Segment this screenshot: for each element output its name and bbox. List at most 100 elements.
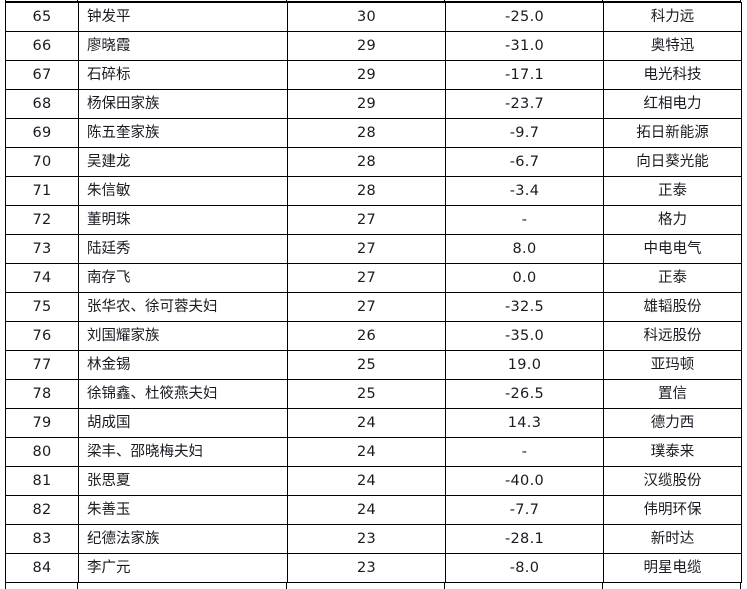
cell-change[interactable]: - bbox=[445, 205, 604, 235]
cell-name[interactable]: 杨保田家族 bbox=[78, 89, 288, 119]
cell-company[interactable]: 德力西 bbox=[603, 408, 742, 438]
cell-rank[interactable]: 78 bbox=[5, 379, 79, 409]
cell-wealth[interactable]: 28 bbox=[287, 147, 446, 177]
cell-name[interactable]: 钟发平 bbox=[78, 2, 288, 32]
cell-change[interactable]: -40.0 bbox=[445, 466, 604, 496]
cell-rank[interactable]: 73 bbox=[5, 234, 79, 264]
cell-rank[interactable]: 83 bbox=[5, 524, 79, 554]
cell-wealth[interactable]: 27 bbox=[287, 205, 446, 235]
cell-wealth[interactable]: 29 bbox=[287, 60, 446, 90]
cell-change[interactable]: -28.1 bbox=[445, 524, 604, 554]
cell-wealth[interactable]: 23 bbox=[287, 553, 446, 583]
cell-wealth[interactable]: 24 bbox=[287, 437, 446, 467]
cell-name[interactable]: 石碎标 bbox=[78, 60, 288, 90]
table-row[interactable]: 82 朱善玉 24 -7.7 伟明环保 bbox=[5, 495, 742, 525]
cell-company[interactable]: 中电电气 bbox=[603, 234, 742, 264]
cell-rank[interactable]: 69 bbox=[5, 118, 79, 148]
cell-rank[interactable]: 80 bbox=[5, 437, 79, 467]
cell-wealth[interactable]: 23 bbox=[287, 524, 446, 554]
cell-name[interactable]: 朱信敏 bbox=[78, 176, 288, 206]
cell-company[interactable]: 拓日新能源 bbox=[603, 118, 742, 148]
cell-change[interactable]: - bbox=[445, 437, 604, 467]
table-row[interactable]: 71 朱信敏 28 -3.4 正泰 bbox=[5, 176, 742, 206]
cell-company[interactable]: 科力远 bbox=[603, 2, 742, 32]
cell-name[interactable]: 陆廷秀 bbox=[78, 234, 288, 264]
cell-name[interactable]: 徐锦鑫、杜筱燕夫妇 bbox=[78, 379, 288, 409]
cell-change[interactable]: -17.1 bbox=[445, 60, 604, 90]
cell-wealth[interactable]: 25 bbox=[287, 379, 446, 409]
cell-company[interactable]: 奥特迅 bbox=[603, 31, 742, 61]
cell-company[interactable]: 伟明环保 bbox=[603, 495, 742, 525]
cell-company[interactable]: 明星电缆 bbox=[603, 553, 742, 583]
cell-company[interactable]: 亚玛顿 bbox=[603, 350, 742, 380]
cell-rank[interactable]: 81 bbox=[5, 466, 79, 496]
cell-wealth[interactable]: 30 bbox=[287, 2, 446, 32]
table-row[interactable]: 65 钟发平 30 -25.0 科力远 bbox=[5, 2, 742, 32]
table-row[interactable]: 73 陆廷秀 27 8.0 中电电气 bbox=[5, 234, 742, 264]
cell-company[interactable]: 电光科技 bbox=[603, 60, 742, 90]
cell-wealth[interactable]: 25 bbox=[287, 350, 446, 380]
cell-change[interactable]: -23.7 bbox=[445, 89, 604, 119]
cell-rank[interactable]: 84 bbox=[5, 553, 79, 583]
cell-wealth[interactable]: 28 bbox=[287, 176, 446, 206]
cell-company[interactable]: 新时达 bbox=[603, 524, 742, 554]
cell-change[interactable]: -9.7 bbox=[445, 118, 604, 148]
cell-wealth[interactable]: 27 bbox=[287, 234, 446, 264]
cell-name[interactable]: 胡成国 bbox=[78, 408, 288, 438]
cell-rank[interactable]: 77 bbox=[5, 350, 79, 380]
cell-name[interactable]: 朱善玉 bbox=[78, 495, 288, 525]
table-row[interactable]: 81 张思夏 24 -40.0 汉缆股份 bbox=[5, 466, 742, 496]
table-row[interactable]: 75 张华农、徐可蓉夫妇 27 -32.5 雄韬股份 bbox=[5, 292, 742, 322]
cell-rank[interactable]: 71 bbox=[5, 176, 79, 206]
cell-rank[interactable]: 79 bbox=[5, 408, 79, 438]
cell-company[interactable]: 汉缆股份 bbox=[603, 466, 742, 496]
cell-rank[interactable]: 70 bbox=[5, 147, 79, 177]
cell-wealth[interactable]: 29 bbox=[287, 31, 446, 61]
cell-company[interactable]: 向日葵光能 bbox=[603, 147, 742, 177]
cell-change[interactable]: -8.0 bbox=[445, 553, 604, 583]
cell-company[interactable]: 格力 bbox=[603, 205, 742, 235]
table-row[interactable]: 68 杨保田家族 29 -23.7 红相电力 bbox=[5, 89, 742, 119]
cell-company[interactable]: 正泰 bbox=[603, 176, 742, 206]
cell-name[interactable]: 张思夏 bbox=[78, 466, 288, 496]
cell-change[interactable]: -32.5 bbox=[445, 292, 604, 322]
table-row[interactable]: 72 董明珠 27- 格力 bbox=[5, 205, 742, 235]
cell-name[interactable]: 吴建龙 bbox=[78, 147, 288, 177]
cell-rank[interactable]: 82 bbox=[5, 495, 79, 525]
cell-change[interactable]: 8.0 bbox=[445, 234, 604, 264]
cell-rank[interactable]: 68 bbox=[5, 89, 79, 119]
cell-company[interactable]: 红相电力 bbox=[603, 89, 742, 119]
table-row[interactable]: 83 纪德法家族 23 -28.1 新时达 bbox=[5, 524, 742, 554]
cell-rank[interactable]: 72 bbox=[5, 205, 79, 235]
cell-change[interactable]: 0.0 bbox=[445, 263, 604, 293]
cell-company[interactable]: 璞泰来 bbox=[603, 437, 742, 467]
cell-name[interactable]: 南存飞 bbox=[78, 263, 288, 293]
cell-name[interactable]: 林金锡 bbox=[78, 350, 288, 380]
cell-change[interactable]: -25.0 bbox=[445, 2, 604, 32]
cell-rank[interactable]: 75 bbox=[5, 292, 79, 322]
cell-name[interactable]: 梁丰、邵晓梅夫妇 bbox=[78, 437, 288, 467]
cell-name[interactable]: 李广元 bbox=[78, 553, 288, 583]
cell-rank[interactable]: 67 bbox=[5, 60, 79, 90]
cell-change[interactable]: -31.0 bbox=[445, 31, 604, 61]
cell-change[interactable]: -3.4 bbox=[445, 176, 604, 206]
cell-change[interactable]: -6.7 bbox=[445, 147, 604, 177]
cell-change[interactable]: -26.5 bbox=[445, 379, 604, 409]
table-row[interactable]: 77 林金锡 25 19.0 亚玛顿 bbox=[5, 350, 742, 380]
table-row[interactable]: 74 南存飞 27 0.0 正泰 bbox=[5, 263, 742, 293]
cell-name[interactable]: 张华农、徐可蓉夫妇 bbox=[78, 292, 288, 322]
cell-wealth[interactable]: 24 bbox=[287, 408, 446, 438]
cell-name[interactable]: 董明珠 bbox=[78, 205, 288, 235]
cell-wealth[interactable]: 24 bbox=[287, 466, 446, 496]
cell-change[interactable]: -35.0 bbox=[445, 321, 604, 351]
cell-company[interactable]: 科远股份 bbox=[603, 321, 742, 351]
cell-change[interactable]: -7.7 bbox=[445, 495, 604, 525]
table-row[interactable]: 66 廖晓霞 29 -31.0 奥特迅 bbox=[5, 31, 742, 61]
table-row[interactable]: 67 石碎标 29 -17.1 电光科技 bbox=[5, 60, 742, 90]
cell-wealth[interactable]: 27 bbox=[287, 292, 446, 322]
table-row[interactable]: 78 徐锦鑫、杜筱燕夫妇 25 -26.5 置信 bbox=[5, 379, 742, 409]
cell-rank[interactable]: 65 bbox=[5, 2, 79, 32]
table-row[interactable]: 70 吴建龙 28 -6.7 向日葵光能 bbox=[5, 147, 742, 177]
table-row[interactable]: 79 胡成国 24 14.3 德力西 bbox=[5, 408, 742, 438]
table-row[interactable]: 76 刘国耀家族 26 -35.0 科远股份 bbox=[5, 321, 742, 351]
